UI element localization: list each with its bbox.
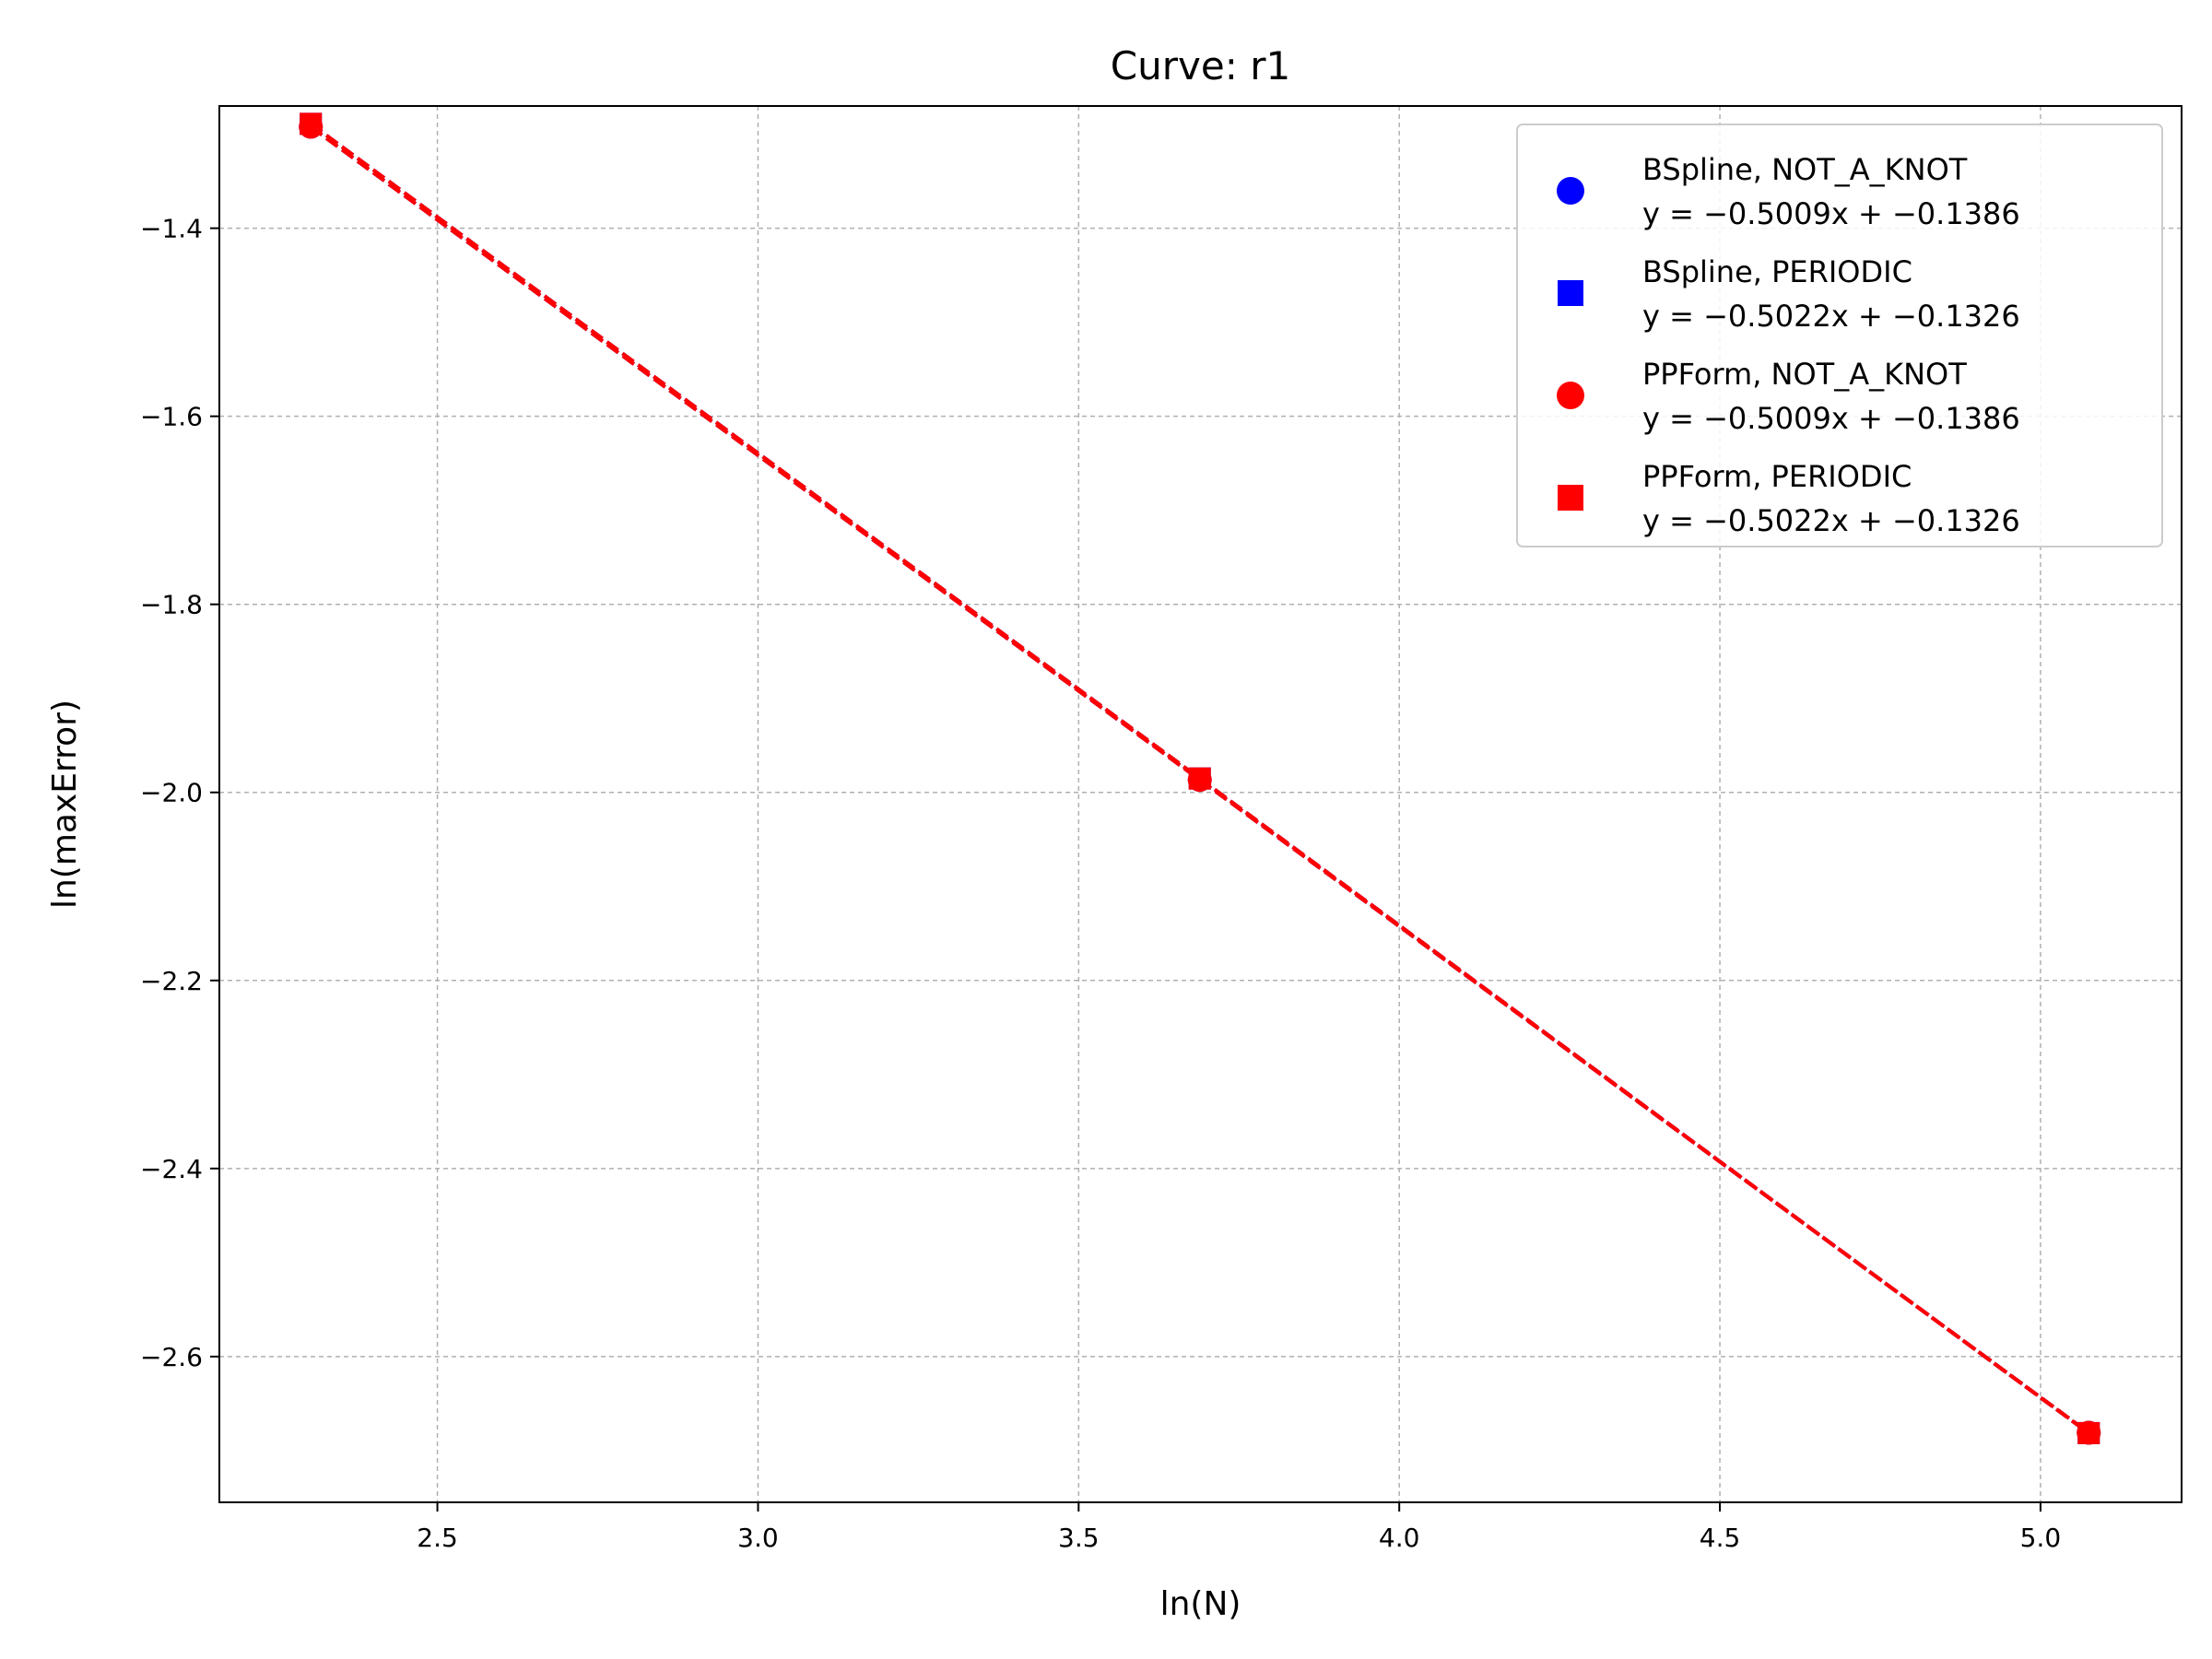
x-tick-label: 5.0 [2020,1523,2062,1553]
y-axis-label: ln(maxError) [46,700,84,909]
x-tick-label: 2.5 [417,1523,458,1553]
legend-equation: y = −0.5009x + −0.1386 [1642,401,2020,436]
y-tick-label: −1.6 [140,402,203,432]
legend-marker [1557,177,1584,205]
legend-marker [1557,382,1584,409]
y-tick-label: −2.4 [140,1154,203,1184]
x-tick-label: 3.0 [737,1523,779,1553]
legend-entry: PPForm, PERIODIC y = −0.5022x + −0.1326 [1558,459,2020,538]
data-point [2077,1421,2100,1444]
data-point [1188,767,1211,790]
legend-label: BSpline, NOT_A_KNOT [1642,152,1968,187]
legend-label: PPForm, PERIODIC [1642,459,1912,494]
legend-equation: y = −0.5009x + −0.1386 [1642,196,2020,231]
x-axis-label: ln(N) [1160,1585,1241,1623]
y-tick-label: −1.4 [140,214,203,244]
x-tick-label: 4.0 [1379,1523,1420,1553]
y-tick-label: −2.6 [140,1342,203,1372]
legend-equation: y = −0.5022x + −0.1326 [1642,503,2020,538]
legend-entry: BSpline, PERIODIC y = −0.5022x + −0.1326 [1558,254,2020,334]
legend-marker [1558,280,1583,306]
plot-frame [218,105,2183,1503]
x-tick-label: 3.5 [1058,1523,1100,1553]
grid-lines [219,106,2182,1502]
y-tick-label: −2.0 [140,778,203,808]
x-tick-label: 4.5 [1700,1523,1741,1553]
legend-label: BSpline, PERIODIC [1642,254,1912,289]
legend-box [1516,124,2163,547]
legend-label: PPForm, NOT_A_KNOT [1642,357,1967,392]
chart-title: Curve: r1 [1111,43,1290,88]
y-tick-label: −1.8 [140,590,203,620]
axis-ticks: 2.5 3.0 3.5 4.0 4.5 5.0 −1.4 −1.6 −1.8 −2.0 −2.2 −2… [140,214,2061,1553]
data-point [300,112,323,135]
legend-marker [1558,485,1583,511]
series-group [300,112,2100,1444]
legend-equation: y = −0.5022x + −0.1326 [1642,299,2020,334]
plot-series [299,112,2101,1445]
y-tick-label: −2.2 [140,966,203,996]
